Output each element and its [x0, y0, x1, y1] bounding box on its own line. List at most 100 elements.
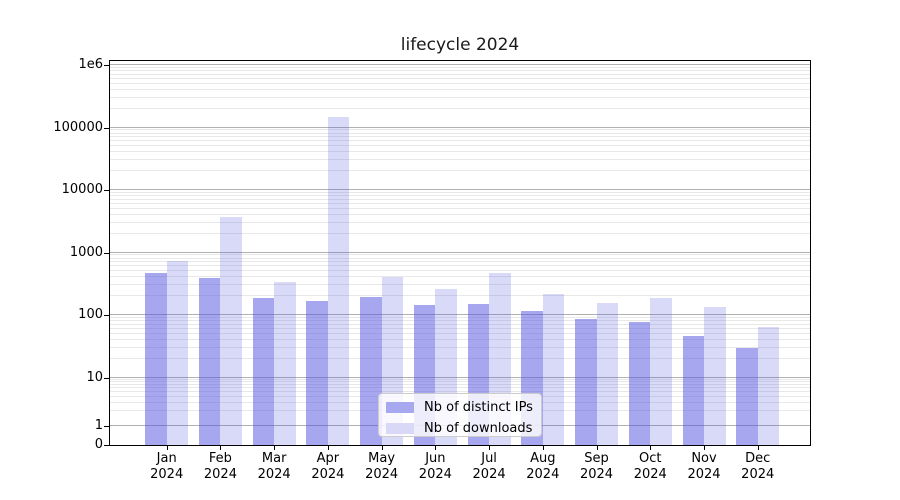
major-gridline: [110, 314, 810, 315]
legend-item-downloads: Nb of downloads: [379, 420, 541, 437]
x-tick-label: Jan 2024: [150, 451, 184, 482]
major-gridline: [110, 126, 810, 128]
y-tick-label: 0: [94, 437, 103, 452]
minor-gridline: [110, 383, 810, 385]
minor-gridline: [110, 191, 810, 193]
bar-distinct-ips-mar: [252, 297, 275, 445]
minor-gridline: [110, 270, 810, 272]
bar-distinct-ips-feb: [198, 278, 221, 445]
x-tick-label: Aug 2024: [526, 451, 560, 482]
minor-gridline: [110, 295, 810, 297]
bar-downloads-aug: [542, 293, 565, 445]
y-tick-mark: [104, 252, 109, 254]
minor-gridline: [110, 316, 810, 318]
minor-gridline: [110, 221, 810, 223]
x-tick-label: Apr 2024: [311, 451, 345, 482]
y-tick-mark: [104, 190, 109, 191]
x-tick-mark: [542, 446, 544, 450]
major-gridline: [110, 251, 810, 253]
y-tick-mark: [104, 315, 109, 316]
minor-gridline: [110, 195, 810, 197]
plot-area: Nb of distinct IPs Nb of downloads: [109, 60, 811, 446]
minor-gridline: [110, 387, 810, 389]
minor-gridline: [110, 346, 810, 348]
minor-gridline: [110, 232, 810, 234]
minor-gridline: [110, 265, 810, 267]
legend: Nb of distinct IPs Nb of downloads: [378, 393, 542, 437]
minor-gridline: [110, 170, 810, 172]
legend-label-distinct-ips: Nb of distinct IPs: [424, 400, 533, 415]
x-tick-mark: [381, 446, 383, 450]
bar-downloads-mar: [274, 281, 296, 445]
minor-gridline: [110, 357, 810, 359]
x-tick-mark: [489, 446, 491, 450]
x-tick-mark: [757, 446, 759, 450]
minor-gridline: [110, 159, 810, 161]
minor-gridline: [110, 140, 810, 142]
legend-item-distinct-ips: Nb of distinct IPs: [379, 399, 541, 416]
minor-gridline: [110, 207, 810, 209]
bar-downloads-oct: [650, 298, 672, 445]
minor-gridline: [110, 202, 810, 204]
bar-downloads-sep: [596, 303, 619, 445]
legend-swatch-downloads-icon: [386, 423, 414, 434]
major-gridline: [110, 189, 810, 190]
minor-gridline: [110, 136, 810, 138]
major-gridline: [110, 64, 810, 65]
minor-gridline: [110, 96, 810, 98]
x-tick-label: Jul 2024: [472, 451, 506, 482]
bar-downloads-jan: [166, 260, 189, 445]
x-tick-mark: [596, 446, 598, 450]
minor-gridline: [110, 213, 810, 215]
minor-gridline: [110, 129, 810, 131]
minor-gridline: [110, 338, 810, 340]
minor-gridline: [110, 145, 810, 147]
minor-gridline: [110, 88, 810, 90]
y-tick-label: 100000: [53, 119, 103, 135]
minor-gridline: [110, 151, 810, 153]
y-tick-label: 10: [86, 369, 103, 385]
bar-downloads-apr: [327, 117, 350, 445]
minor-gridline: [110, 276, 810, 278]
bar-downloads-nov: [704, 306, 726, 445]
bar-downloads-feb: [220, 217, 242, 445]
x-tick-label: Jun 2024: [418, 451, 452, 482]
x-tick-label: Nov 2024: [687, 451, 721, 482]
minor-gridline: [110, 261, 810, 263]
minor-gridline: [110, 381, 810, 383]
legend-label-downloads: Nb of downloads: [424, 421, 533, 436]
bar-distinct-ips-nov: [682, 336, 704, 445]
x-tick-label: Mar 2024: [257, 451, 291, 482]
bar-downloads-dec: [757, 327, 780, 445]
x-tick-label: Sep 2024: [579, 451, 614, 482]
minor-gridline: [110, 132, 810, 134]
x-tick-mark: [435, 446, 437, 450]
minor-gridline: [110, 70, 810, 72]
minor-gridline: [110, 327, 810, 329]
y-tick-mark: [104, 127, 109, 129]
minor-gridline: [110, 257, 810, 259]
x-tick-label: Feb 2024: [203, 451, 237, 482]
y-tick-mark: [104, 445, 109, 446]
x-tick-mark: [650, 446, 652, 450]
bar-distinct-ips-may: [360, 296, 382, 445]
x-tick-label: Oct 2024: [633, 451, 667, 482]
y-tick-label: 1000: [69, 244, 103, 260]
bar-distinct-ips-oct: [628, 321, 651, 445]
minor-gridline: [110, 378, 810, 380]
y-tick-mark: [104, 377, 109, 379]
bar-distinct-ips-sep: [575, 319, 597, 445]
x-tick-mark: [166, 446, 168, 450]
minor-gridline: [110, 82, 810, 84]
legend-swatch-distinct-ips-icon: [386, 402, 414, 413]
x-tick-mark: [704, 446, 705, 450]
minor-gridline: [110, 332, 810, 334]
minor-gridline: [110, 284, 810, 286]
minor-gridline: [110, 323, 810, 325]
bar-distinct-ips-apr: [306, 300, 328, 445]
minor-gridline: [110, 254, 810, 256]
x-tick-mark: [327, 446, 329, 450]
x-tick-label: May 2024: [365, 451, 399, 482]
y-tick-label: 100: [78, 307, 103, 322]
